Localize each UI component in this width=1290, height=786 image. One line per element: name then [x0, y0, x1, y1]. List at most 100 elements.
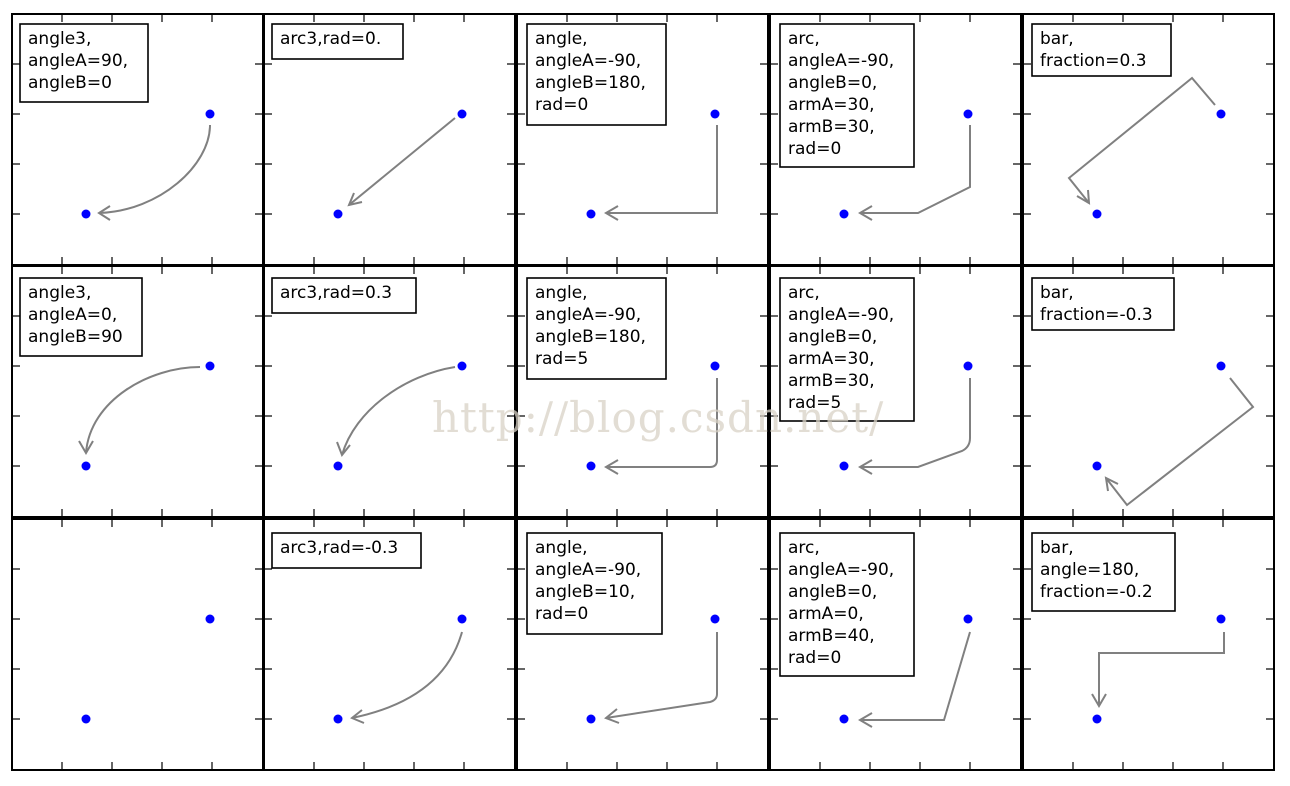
panel-r2c2: arc3,rad=0.3 [263, 265, 516, 518]
arrowhead [336, 441, 351, 457]
point-a [457, 109, 467, 119]
style-label-text: bar, angle=180, fraction=-0.2 [1040, 538, 1153, 602]
style-label-text: arc3,rad=0. [280, 29, 381, 49]
connector-line [606, 378, 718, 468]
point-a [457, 361, 467, 371]
style-label-text: angle, angleA=-90, angleB=180, rad=0 [535, 29, 646, 115]
style-label-box [19, 23, 149, 103]
connector-line [1098, 632, 1225, 706]
point-a [457, 614, 467, 624]
point-a [710, 614, 720, 624]
connector-line [98, 124, 211, 214]
connector-line [606, 125, 718, 214]
point-a [963, 361, 973, 371]
arrowhead [858, 712, 873, 728]
panel-r3c1 [11, 518, 264, 771]
style-label: angle, angleA=-90, angleB=180, rad=0 [526, 23, 667, 126]
arrowhead [604, 205, 619, 221]
style-label-box [271, 532, 422, 569]
connector-line [348, 117, 456, 206]
point-a [1216, 614, 1226, 624]
point-b [81, 209, 91, 219]
style-label: arc, angleA=-90, angleB=0, armA=30, armB=30,… [779, 23, 915, 168]
point-b [333, 461, 343, 471]
style-label: arc, angleA=-90, angleB=0, armA=30, armB=30,… [779, 277, 915, 422]
point-a [710, 109, 720, 119]
panel-r1c3: angle, angleA=-90, angleB=180, rad=0 [516, 13, 769, 266]
arrowhead [604, 708, 620, 724]
style-label: arc3,rad=0. [271, 23, 404, 60]
connector-line [860, 631, 971, 721]
panel-r2c5: bar, fraction=-0.3 [1022, 265, 1275, 518]
style-label-text: arc3,rad=-0.3 [280, 538, 398, 558]
panel-r2c1: angle3, angleA=0, angleB=90 [11, 265, 264, 518]
arrowhead [1091, 693, 1107, 708]
point-a [963, 109, 973, 119]
point-b [586, 461, 596, 471]
style-label: angle, angleA=-90, angleB=10, rad=0 [526, 532, 663, 635]
point-b [1092, 714, 1102, 724]
style-label: arc3,rad=-0.3 [271, 532, 422, 569]
panel-r1c4: arc, angleA=-90, angleB=0, armA=30, armB=30,… [769, 13, 1022, 266]
style-label-box [19, 277, 143, 357]
style-label-text: arc3,rad=0.3 [280, 283, 392, 303]
point-b [839, 461, 849, 471]
style-label: bar, fraction=-0.3 [1031, 277, 1175, 331]
style-label-box [1031, 532, 1176, 612]
panels-layer: angle3, angleA=90, angleB=0 arc3,rad=0. angl… [11, 13, 1275, 771]
style-label: angle3, angleA=0, angleB=90 [19, 277, 143, 357]
style-label-text: arc, angleA=-90, angleB=0, armA=30, armB=30,… [788, 29, 894, 159]
connector-line [1105, 377, 1255, 507]
arrowhead [1104, 476, 1119, 492]
style-label: bar, angle=180, fraction=-0.2 [1031, 532, 1176, 612]
panel-r1c2: arc3,rad=0. [263, 13, 516, 266]
style-label-text: angle, angleA=-90, angleB=180, rad=5 [535, 283, 646, 369]
style-label: angle3, angleA=90, angleB=0 [19, 23, 149, 103]
point-b [333, 209, 343, 219]
point-b [839, 714, 849, 724]
style-label-box [271, 277, 417, 314]
panel-r3c3: angle, angleA=-90, angleB=10, rad=0 [516, 518, 769, 771]
panel-r1c1: angle3, angleA=90, angleB=0 [11, 13, 264, 266]
style-label-box [779, 532, 915, 677]
point-a [1216, 361, 1226, 371]
arrowhead [97, 205, 111, 221]
point-a [205, 361, 215, 371]
arrowhead [350, 709, 365, 724]
style-label: angle, angleA=-90, angleB=180, rad=5 [526, 277, 667, 380]
connector-line [860, 125, 971, 214]
style-label-text: bar, fraction=0.3 [1040, 29, 1147, 71]
style-label: arc, angleA=-90, angleB=0, armA=0, armB=40, r… [779, 532, 915, 677]
point-b [1092, 209, 1102, 219]
panel-r3c5: bar, angle=180, fraction=-0.2 [1022, 518, 1275, 771]
point-a [710, 361, 720, 371]
style-label-box [526, 23, 667, 126]
arrowhead [78, 440, 94, 455]
connector-line [860, 378, 971, 468]
point-a [205, 109, 215, 119]
style-label-text: angle3, angleA=90, angleB=0 [28, 29, 128, 93]
connector-line [1067, 76, 1216, 204]
arrowhead [858, 459, 873, 475]
style-label: bar, fraction=0.3 [1031, 23, 1172, 77]
style-label-box [1031, 277, 1175, 331]
arrowhead [347, 192, 363, 207]
panel-r3c4: arc, angleA=-90, angleB=0, armA=0, armB=40, r… [769, 518, 1022, 771]
connector-line [85, 366, 201, 454]
point-a [963, 614, 973, 624]
connector-line [605, 632, 718, 719]
panel-frame [11, 518, 264, 771]
style-label-text: arc, angleA=-90, angleB=0, armA=0, armB=40, r… [788, 538, 894, 668]
point-b [839, 209, 849, 219]
panel-r2c3: angle, angleA=-90, angleB=180, rad=5 [516, 265, 769, 518]
point-b [586, 209, 596, 219]
point-b [586, 714, 596, 724]
panel-r3c2: arc3,rad=-0.3 [263, 518, 516, 771]
style-label-text: angle3, angleA=0, angleB=90 [28, 283, 123, 347]
style-label-box [779, 23, 915, 168]
arrowhead [604, 459, 619, 475]
panel-r2c4: arc, angleA=-90, angleB=0, armA=30, armB=30,… [769, 265, 1022, 518]
style-label-text: arc, angleA=-90, angleB=0, armA=30, armB=30,… [788, 283, 894, 413]
point-b [81, 461, 91, 471]
